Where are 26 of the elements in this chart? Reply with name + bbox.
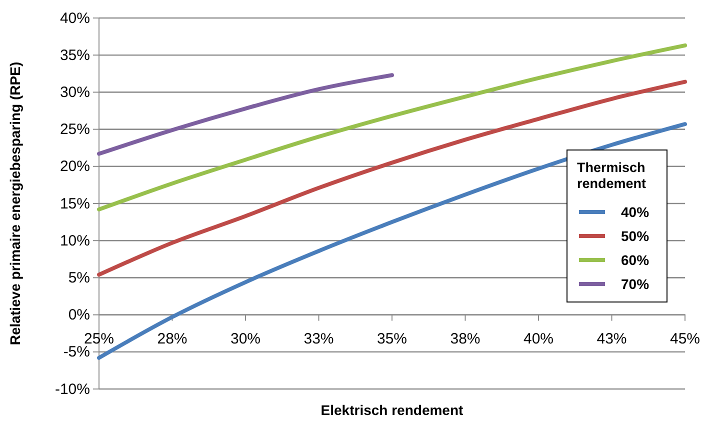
x-tick-label: 45% xyxy=(670,330,700,348)
x-tick-label: 35% xyxy=(376,330,408,348)
legend-title: Thermisch rendement xyxy=(577,160,647,191)
x-tick-label: 38% xyxy=(450,330,480,348)
y-tick-label: 40% xyxy=(60,10,90,27)
x-tick-label: 40% xyxy=(523,330,554,348)
legend-label: 70% xyxy=(621,276,650,292)
line-series xyxy=(97,73,394,156)
x-tick-label: 43% xyxy=(596,330,627,348)
y-tick-label: -10% xyxy=(54,380,90,398)
y-tick-label: 25% xyxy=(60,121,90,138)
y-tick-label: 5% xyxy=(68,270,90,286)
y-tick-label: 20% xyxy=(60,158,90,176)
legend-label: 50% xyxy=(621,228,650,244)
x-tick-label: 30% xyxy=(230,330,261,348)
y-tick-label: 30% xyxy=(60,84,90,101)
legend-label: 40% xyxy=(621,204,650,220)
x-tick-label: 28% xyxy=(157,330,188,348)
x-axis-title: Elektrisch rendement xyxy=(320,402,464,418)
x-tick-label: 33% xyxy=(304,330,334,348)
y-tick-label: 15% xyxy=(60,195,90,212)
y-tick-label: 35% xyxy=(60,46,90,64)
y-tick-label: 0% xyxy=(68,306,90,324)
legend-label: 60% xyxy=(621,252,650,268)
y-tick-label: 10% xyxy=(60,232,90,250)
y-axis-title: Relatieve primaire energiebesparing (RPE) xyxy=(7,62,23,346)
